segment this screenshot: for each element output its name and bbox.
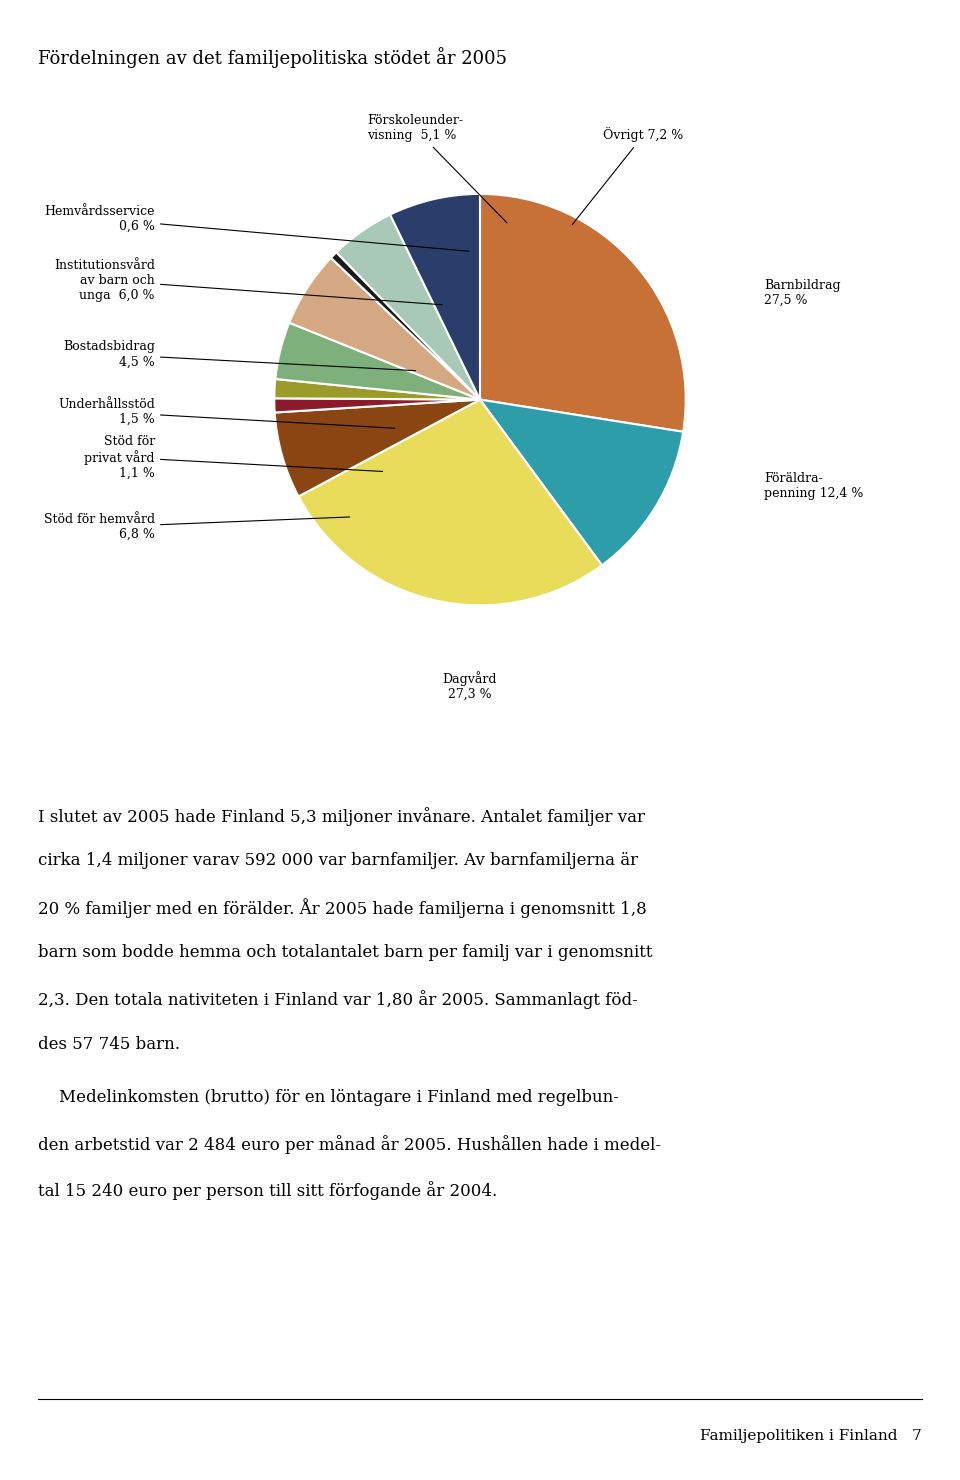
Text: Bostadsbidrag
4,5 %: Bostadsbidrag 4,5 % bbox=[63, 340, 416, 370]
Wedge shape bbox=[390, 194, 480, 400]
Text: Institutionsvård
av barn och
unga  6,0 %: Institutionsvård av barn och unga 6,0 % bbox=[54, 259, 443, 305]
Wedge shape bbox=[299, 400, 602, 605]
Text: Föräldra-
penning 12,4 %: Föräldra- penning 12,4 % bbox=[764, 472, 863, 500]
Wedge shape bbox=[331, 252, 480, 400]
Text: Övrigt 7,2 %: Övrigt 7,2 % bbox=[572, 127, 684, 225]
Text: Barnbildrag
27,5 %: Barnbildrag 27,5 % bbox=[764, 278, 841, 306]
Text: Stöd för hemvård
6,8 %: Stöd för hemvård 6,8 % bbox=[44, 514, 349, 542]
Wedge shape bbox=[276, 323, 480, 400]
Text: Familjepolitiken i Finland   7: Familjepolitiken i Finland 7 bbox=[700, 1430, 922, 1443]
Text: Fördelningen av det familjepolitiska stödet år 2005: Fördelningen av det familjepolitiska stö… bbox=[38, 47, 508, 68]
Text: Dagvård
27,3 %: Dagvård 27,3 % bbox=[443, 670, 497, 702]
Text: cirka 1,4 miljoner varav 592 000 var barnfamiljer. Av barnfamiljerna är: cirka 1,4 miljoner varav 592 000 var bar… bbox=[38, 852, 638, 869]
Text: Medelinkomsten (brutto) för en löntagare i Finland med regelbun-: Medelinkomsten (brutto) för en löntagare… bbox=[38, 1089, 619, 1106]
Wedge shape bbox=[275, 400, 480, 496]
Wedge shape bbox=[336, 215, 480, 400]
Text: 2,3. Den totala nativiteten i Finland var 1,80 år 2005. Sammanlagt föd-: 2,3. Den totala nativiteten i Finland va… bbox=[38, 990, 638, 1009]
Text: den arbetstid var 2 484 euro per månad år 2005. Hushållen hade i medel-: den arbetstid var 2 484 euro per månad å… bbox=[38, 1135, 661, 1154]
Text: tal 15 240 euro per person till sitt förfogande år 2004.: tal 15 240 euro per person till sitt för… bbox=[38, 1181, 497, 1200]
Text: barn som bodde hemma och totalantalet barn per familj var i genomsnitt: barn som bodde hemma och totalantalet ba… bbox=[38, 944, 653, 961]
Text: Underhållsstöd
1,5 %: Underhållsstöd 1,5 % bbox=[59, 398, 395, 428]
Wedge shape bbox=[289, 258, 480, 400]
Wedge shape bbox=[275, 379, 480, 400]
Wedge shape bbox=[480, 194, 685, 432]
Wedge shape bbox=[275, 398, 480, 413]
Text: des 57 745 barn.: des 57 745 barn. bbox=[38, 1036, 180, 1052]
Text: Hemvårdsservice
0,6 %: Hemvårdsservice 0,6 % bbox=[44, 204, 469, 252]
Text: I slutet av 2005 hade Finland 5,3 miljoner invånare. Antalet familjer var: I slutet av 2005 hade Finland 5,3 miljon… bbox=[38, 807, 645, 826]
Text: 20 % familjer med en förälder. År 2005 hade familjerna i genomsnitt 1,8: 20 % familjer med en förälder. År 2005 h… bbox=[38, 898, 647, 918]
Text: Stöd för
privat vård
1,1 %: Stöd för privat vård 1,1 % bbox=[84, 435, 383, 480]
Wedge shape bbox=[480, 400, 684, 565]
Text: Förskoleunder-
visning  5,1 %: Förskoleunder- visning 5,1 % bbox=[367, 114, 507, 223]
